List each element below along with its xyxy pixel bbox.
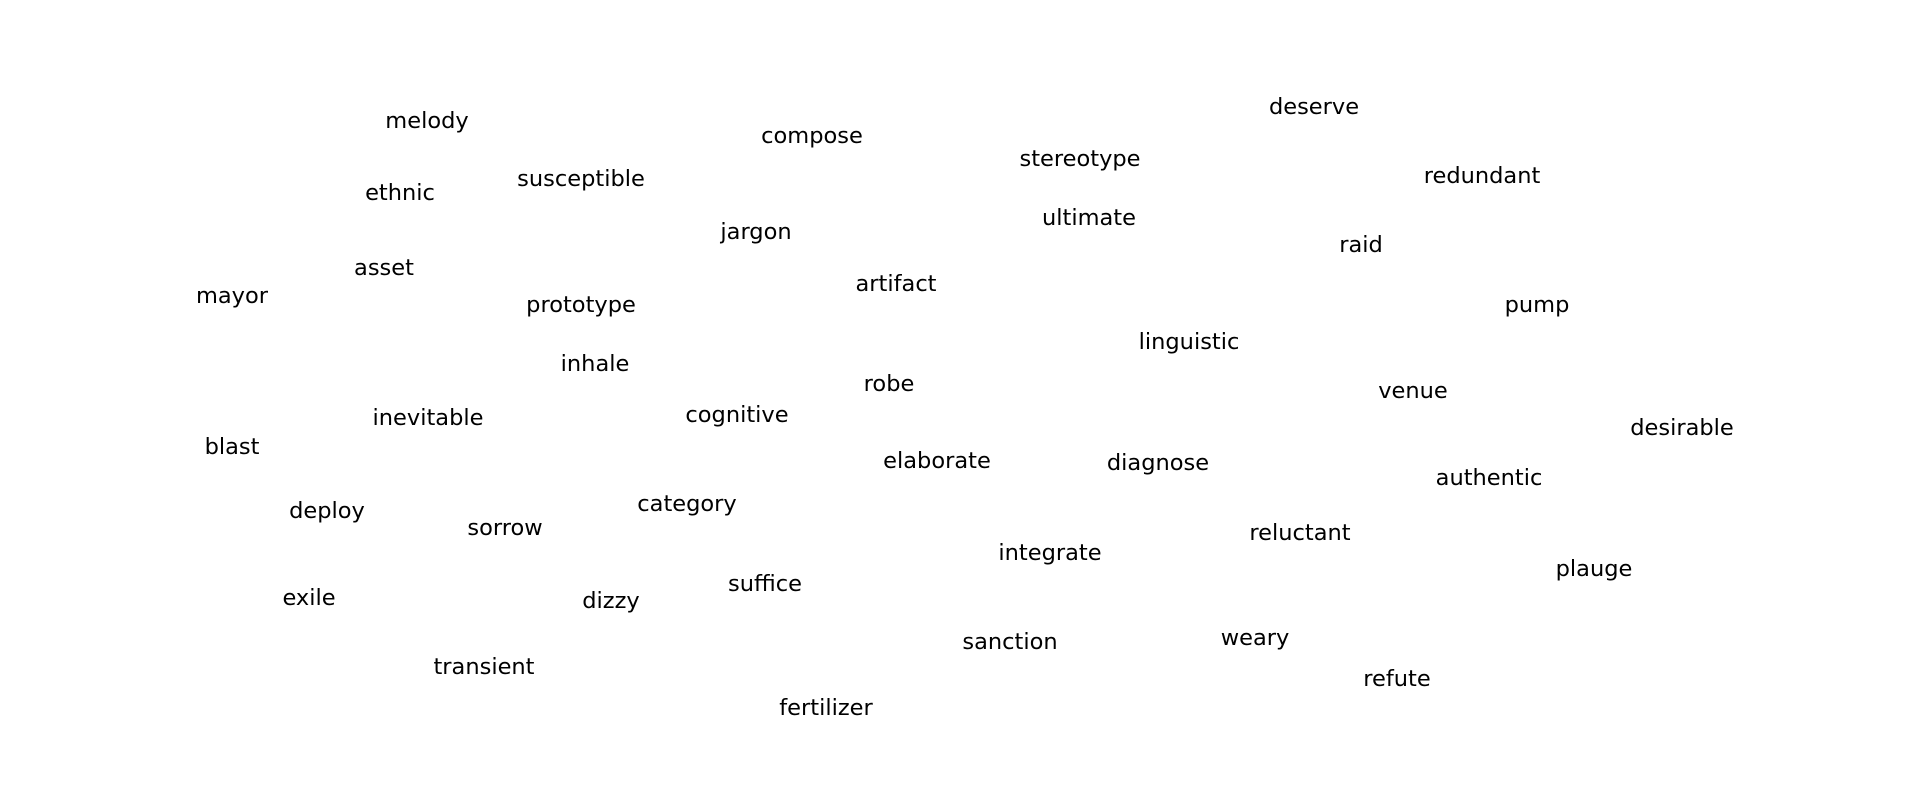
word-susceptible: susceptible (517, 165, 645, 192)
word-desirable: desirable (1630, 414, 1734, 441)
word-linguistic: linguistic (1138, 328, 1240, 355)
word-blast: blast (204, 433, 260, 460)
word-mayor: mayor (195, 282, 269, 309)
word-sorrow: sorrow (467, 514, 543, 541)
word-deserve: deserve (1268, 93, 1360, 120)
word-sanction: sanction (962, 628, 1058, 655)
word-deploy: deploy (289, 497, 365, 524)
word-fertilizer: fertilizer (779, 694, 873, 721)
word-refute: refute (1363, 665, 1431, 692)
word-authentic: authentic (1435, 464, 1543, 491)
word-dizzy: dizzy (582, 587, 640, 614)
word-robe: robe (863, 370, 915, 397)
word-ethnic: ethnic (365, 179, 435, 206)
word-raid: raid (1339, 231, 1383, 258)
word-integrate: integrate (998, 539, 1102, 566)
word-asset: asset (354, 254, 414, 281)
word-weary: weary (1220, 624, 1290, 651)
word-transient: transient (433, 653, 535, 680)
word-compose: compose (761, 122, 863, 149)
word-stereotype: stereotype (1019, 145, 1141, 172)
word-pump: pump (1504, 291, 1570, 318)
word-redundant: redundant (1423, 162, 1541, 189)
word-elaborate: elaborate (883, 447, 991, 474)
word-inevitable: inevitable (372, 404, 484, 431)
word-exile: exile (282, 584, 336, 611)
word-reluctant: reluctant (1249, 519, 1351, 546)
word-prototype: prototype (526, 291, 636, 318)
word-cognitive: cognitive (685, 401, 789, 428)
word-jargon: jargon (720, 218, 792, 245)
word-inhale: inhale (560, 350, 630, 377)
word-ultimate: ultimate (1042, 204, 1136, 231)
word-venue: venue (1378, 377, 1448, 404)
word-suffice: suffice (728, 570, 802, 597)
word-artifact: artifact (855, 270, 937, 297)
word-diagnose: diagnose (1106, 449, 1210, 476)
word-category: category (637, 490, 737, 517)
word-plauge: plauge (1555, 555, 1633, 582)
word-melody: melody (385, 107, 469, 134)
